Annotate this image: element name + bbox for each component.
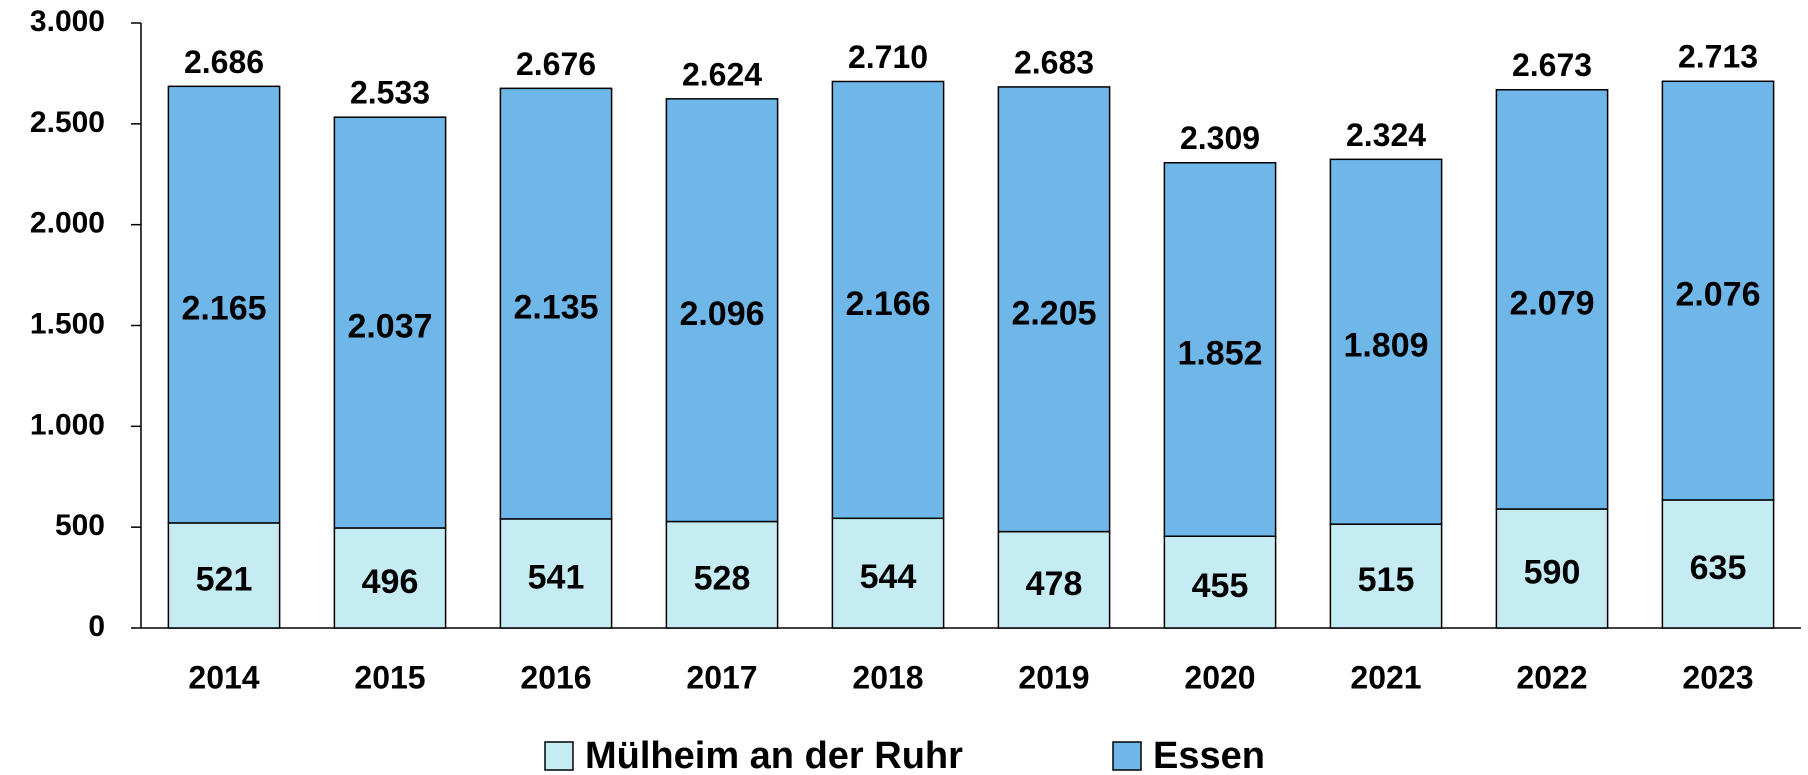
legend-swatch bbox=[544, 741, 574, 771]
data-label: 496 bbox=[362, 563, 419, 601]
x-tick-label: 2023 bbox=[1682, 659, 1753, 695]
total-label: 2.624 bbox=[682, 56, 762, 92]
total-label: 2.713 bbox=[1678, 39, 1758, 75]
bar-segment bbox=[1329, 158, 1443, 525]
bar-segment bbox=[333, 527, 447, 629]
total-label: 2.710 bbox=[848, 39, 928, 75]
x-tick-label: 2022 bbox=[1516, 659, 1587, 695]
bar-segment bbox=[831, 80, 945, 520]
bar-segment bbox=[167, 85, 281, 524]
bar-segment bbox=[1495, 508, 1609, 629]
data-label: 528 bbox=[694, 560, 751, 598]
data-label: 455 bbox=[1192, 567, 1249, 605]
bar-segment bbox=[1661, 80, 1775, 501]
bar-segment bbox=[997, 86, 1111, 533]
data-label: 541 bbox=[528, 558, 585, 596]
data-label: 2.096 bbox=[679, 295, 764, 333]
bar-segment bbox=[1329, 523, 1443, 629]
bar-segment bbox=[167, 522, 281, 629]
total-label: 2.324 bbox=[1346, 117, 1426, 153]
bar-segment bbox=[1495, 89, 1609, 510]
total-label: 2.533 bbox=[350, 75, 430, 111]
y-tick-label: 1.000 bbox=[30, 408, 105, 441]
legend-swatch bbox=[1112, 741, 1142, 771]
data-label: 478 bbox=[1026, 565, 1083, 603]
x-tick-label: 2016 bbox=[520, 659, 591, 695]
y-tick-label: 500 bbox=[55, 509, 105, 542]
total-label: 2.676 bbox=[516, 46, 596, 82]
data-label: 1.809 bbox=[1343, 327, 1428, 365]
data-label: 2.079 bbox=[1509, 284, 1594, 322]
x-tick-label: 2020 bbox=[1184, 659, 1255, 695]
legend-label: Mülheim an der Ruhr bbox=[585, 735, 963, 775]
y-tick-label: 0 bbox=[88, 610, 105, 643]
bar-segment bbox=[665, 98, 779, 523]
bar-segment bbox=[1163, 162, 1277, 537]
bar-segment bbox=[1163, 535, 1277, 629]
data-label: 1.852 bbox=[1177, 334, 1262, 372]
data-label: 590 bbox=[1524, 553, 1581, 591]
total-label: 2.309 bbox=[1180, 120, 1260, 156]
legend-label: Essen bbox=[1153, 735, 1265, 775]
total-label: 2.673 bbox=[1512, 47, 1592, 83]
data-label: 2.135 bbox=[513, 289, 598, 327]
y-tick-label: 2.000 bbox=[30, 207, 105, 240]
bar-segment bbox=[499, 87, 613, 520]
y-tick-label: 3.000 bbox=[30, 5, 105, 38]
total-label: 2.683 bbox=[1014, 44, 1094, 80]
data-label: 2.165 bbox=[181, 290, 266, 328]
data-label: 2.166 bbox=[845, 285, 930, 323]
bar-segment bbox=[499, 518, 613, 629]
y-tick-label: 2.500 bbox=[30, 106, 105, 139]
data-label: 544 bbox=[860, 558, 917, 596]
data-label: 2.037 bbox=[347, 308, 432, 346]
bar-segment bbox=[333, 116, 447, 529]
bar-segment bbox=[1661, 499, 1775, 629]
data-label: 635 bbox=[1690, 549, 1747, 587]
x-tick-label: 2017 bbox=[686, 659, 757, 695]
x-tick-label: 2018 bbox=[852, 659, 923, 695]
data-label: 2.205 bbox=[1011, 294, 1096, 332]
x-tick-label: 2019 bbox=[1018, 659, 1089, 695]
x-tick-label: 2021 bbox=[1350, 659, 1421, 695]
bar-segment bbox=[831, 517, 945, 629]
data-label: 2.076 bbox=[1675, 276, 1760, 314]
data-label: 515 bbox=[1358, 561, 1415, 599]
y-tick-label: 1.500 bbox=[30, 307, 105, 340]
total-label: 2.686 bbox=[184, 44, 264, 80]
x-tick-label: 2015 bbox=[354, 659, 425, 695]
x-tick-label: 2014 bbox=[188, 659, 259, 695]
data-label: 521 bbox=[196, 560, 253, 598]
